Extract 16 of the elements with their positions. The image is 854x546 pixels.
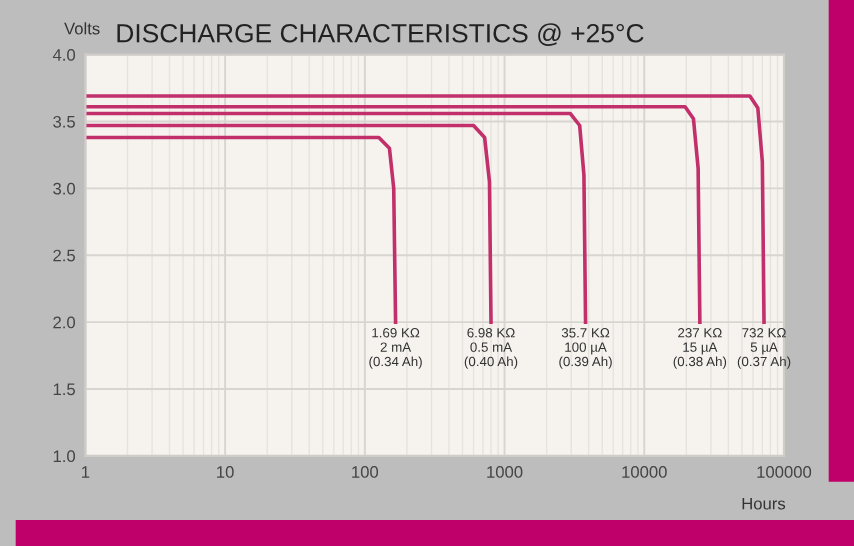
y-tick-label: 1.5: [53, 383, 75, 396]
x-tick-label: 100: [352, 466, 379, 478]
x-axis-title: Hours: [742, 497, 786, 510]
x-tick-label: 1: [82, 466, 90, 478]
x-tick-label: 1000: [487, 466, 523, 478]
x-tick-label: 100000: [757, 466, 812, 478]
y-axis-title: Volts: [64, 22, 100, 35]
y-tick-label: 1.0: [53, 450, 76, 463]
x-tick-label: 10000: [622, 466, 667, 478]
y-tick-label: 3.5: [53, 115, 75, 128]
y-tick-label: 2.5: [53, 249, 75, 262]
y-tick-label: 4.0: [52, 49, 76, 61]
y-tick-label: 3.0: [53, 182, 76, 195]
chart-title: DISCHARGE CHARACTERISTICS @ +25°C: [117, 23, 644, 46]
x-tick-label: 10: [217, 466, 234, 478]
y-tick-label: 2.0: [53, 316, 76, 329]
